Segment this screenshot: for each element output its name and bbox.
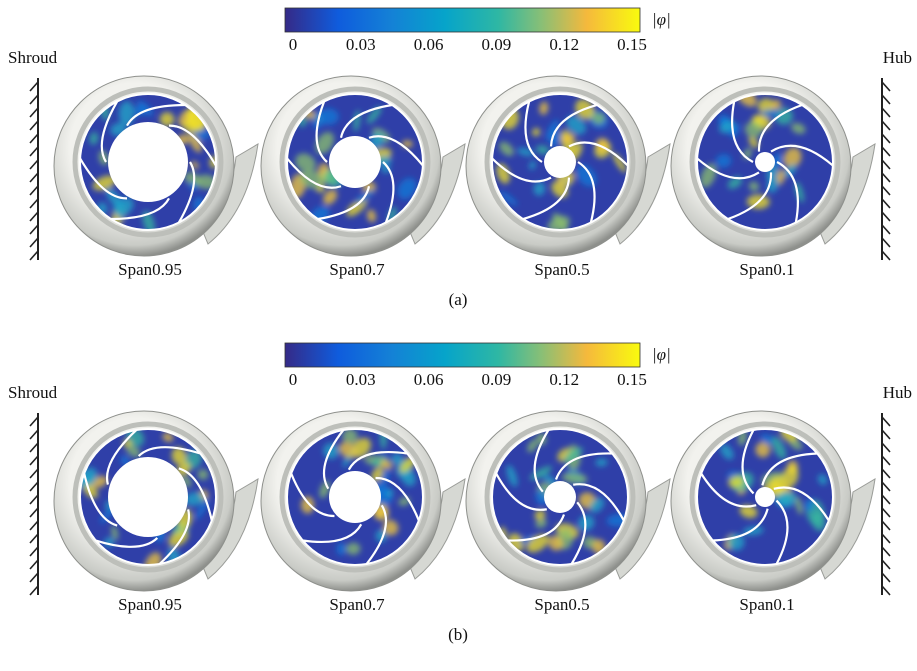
hub: [755, 152, 775, 172]
caption: (a): [449, 290, 468, 309]
wall-hatch: [30, 212, 38, 221]
wall-hatch: [30, 547, 38, 556]
wall-hatch: [30, 495, 38, 504]
colorbar: [285, 343, 640, 367]
colorbar-tick-label: 0.03: [346, 370, 376, 389]
colorbar: [285, 8, 640, 32]
wall-hatch: [30, 560, 38, 569]
wall-hatch: [882, 225, 890, 234]
colorbar-tick-label: 0.06: [414, 370, 444, 389]
wall-hatch: [30, 430, 38, 439]
wall-hatch: [882, 521, 890, 530]
wall-hatch: [882, 134, 890, 143]
colorbar-tick-label: 0.15: [617, 35, 647, 54]
wall-hatch: [30, 82, 38, 91]
wall-hatch: [882, 560, 890, 569]
hub: [329, 136, 381, 188]
span-label: Span0.1: [739, 260, 794, 279]
wall-hatch: [30, 508, 38, 517]
colorbar-tick-label: 0: [289, 370, 298, 389]
wall-hatch: [30, 586, 38, 595]
wall-hatch: [882, 147, 890, 156]
wall-hatch: [882, 199, 890, 208]
wall-hatch: [30, 121, 38, 130]
wall-hatch: [30, 521, 38, 530]
wall-hatch: [30, 199, 38, 208]
wall-hatch: [30, 573, 38, 582]
colorbar-tick-label: 0.12: [549, 35, 579, 54]
colorbar-label: |φ|: [652, 10, 671, 29]
hub: [544, 481, 576, 513]
wall-hatch: [30, 238, 38, 247]
wall-hatch: [30, 173, 38, 182]
wall-hatch: [30, 225, 38, 234]
span-label: Span0.95: [118, 260, 182, 279]
hub-label: Hub: [883, 383, 912, 402]
wall-hatch: [882, 586, 890, 595]
span-label: Span0.1: [739, 595, 794, 614]
wall-hatch: [30, 134, 38, 143]
hub: [544, 146, 576, 178]
wall-hatch: [882, 443, 890, 452]
wall-hatch: [882, 482, 890, 491]
wall-hatch: [30, 147, 38, 156]
wall-hatch: [882, 430, 890, 439]
wall-hatch: [882, 469, 890, 478]
shroud-label: Shroud: [8, 48, 58, 67]
hub: [329, 471, 381, 523]
wall-hatch: [30, 443, 38, 452]
hub: [108, 122, 188, 202]
colorbar-tick-label: 0.03: [346, 35, 376, 54]
colorbar-tick-label: 0.15: [617, 370, 647, 389]
colorbar-tick-label: 0.06: [414, 35, 444, 54]
wall-hatch: [882, 212, 890, 221]
wall-hatch: [882, 573, 890, 582]
wall-hatch: [882, 547, 890, 556]
hub: [755, 487, 775, 507]
wall-hatch: [882, 251, 890, 260]
wall-hatch: [30, 482, 38, 491]
span-label: Span0.95: [118, 595, 182, 614]
colorbar-label: |φ|: [652, 345, 671, 364]
wall-hatch: [882, 417, 890, 426]
wall-hatch: [882, 456, 890, 465]
colorbar-tick-label: 0.09: [482, 35, 512, 54]
wall-hatch: [30, 534, 38, 543]
wall-hatch: [882, 238, 890, 247]
figure: |φ| 0 0.03 0.06 0.09 0.12 0.15 Shroud Hub Span0.9…: [0, 0, 917, 666]
wall-hatch: [30, 160, 38, 169]
span-label: Span0.5: [534, 260, 589, 279]
hub: [108, 457, 188, 537]
caption: (b): [448, 625, 468, 644]
span-label: Span0.5: [534, 595, 589, 614]
wall-hatch: [30, 417, 38, 426]
wall-hatch: [30, 251, 38, 260]
wall-hatch: [882, 495, 890, 504]
hub-label: Hub: [883, 48, 912, 67]
shroud-label: Shroud: [8, 383, 58, 402]
wall-hatch: [30, 186, 38, 195]
span-label: Span0.7: [329, 260, 385, 279]
wall-hatch: [882, 108, 890, 117]
wall-hatch: [882, 160, 890, 169]
colorbar-tick-label: 0.09: [482, 370, 512, 389]
colorbar-tick-label: 0: [289, 35, 298, 54]
wall-hatch: [882, 121, 890, 130]
wall-hatch: [882, 186, 890, 195]
wall-hatch: [882, 173, 890, 182]
colorbar-tick-label: 0.12: [549, 370, 579, 389]
wall-hatch: [882, 95, 890, 104]
span-label: Span0.7: [329, 595, 385, 614]
wall-hatch: [882, 534, 890, 543]
wall-hatch: [30, 469, 38, 478]
wall-hatch: [30, 95, 38, 104]
wall-hatch: [882, 82, 890, 91]
wall-hatch: [30, 456, 38, 465]
wall-hatch: [882, 508, 890, 517]
wall-hatch: [30, 108, 38, 117]
